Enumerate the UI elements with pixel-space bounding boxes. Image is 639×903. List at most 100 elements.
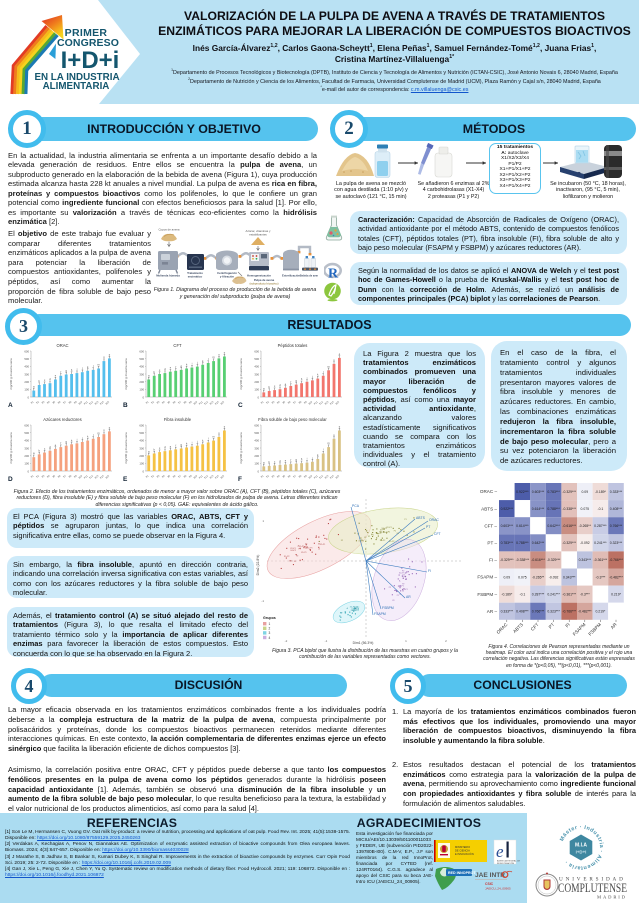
svg-text:-0.361***: -0.361*** — [594, 558, 608, 562]
svg-text:A: A — [405, 575, 407, 578]
svg-text:Pulpa de avena: Pulpa de avena — [254, 278, 275, 282]
svg-text:E INNOVACIÓN: E INNOVACIÓN — [455, 851, 474, 856]
svg-text:0.922***: 0.922*** — [501, 507, 514, 511]
svg-text:400: 400 — [139, 439, 144, 443]
svg-text:400: 400 — [254, 365, 259, 369]
svg-text:500: 500 — [139, 431, 144, 435]
svg-text:X3: X3 — [392, 600, 394, 602]
svg-text:FI –: FI – — [489, 558, 497, 563]
svg-text:-0.3***: -0.3*** — [595, 575, 605, 579]
svg-text:mg/100 g muestra seca: mg/100 g muestra seca — [9, 358, 13, 390]
svg-text:100: 100 — [254, 388, 259, 392]
svg-text:X11: X11 — [313, 474, 319, 480]
svg-text:b: b — [154, 371, 156, 374]
svg-text:0.333***: 0.333*** — [610, 490, 623, 494]
svg-text:Bebida de avena: Bebida de avena — [300, 274, 318, 278]
svg-text:X3: X3 — [397, 533, 399, 535]
svg-text:A: A — [371, 533, 373, 536]
svg-text:l: l — [93, 434, 94, 437]
svg-text:y filtración: y filtración — [220, 274, 234, 278]
svg-text:P2: P2 — [402, 584, 404, 586]
svg-text:X3: X3 — [364, 537, 366, 539]
svg-text:300: 300 — [254, 372, 259, 376]
svg-text:A: A — [355, 607, 357, 610]
svg-text:P2: P2 — [389, 587, 391, 589]
svg-text:X15: X15 — [220, 400, 226, 406]
svg-text:X10: X10 — [78, 400, 84, 406]
svg-text:-0.092: -0.092 — [580, 541, 590, 545]
svg-text:P2: P2 — [299, 548, 301, 550]
svg-text:X1+P2: X1+P2 — [284, 556, 289, 558]
svg-text:j: j — [196, 362, 198, 365]
svg-text:j: j — [311, 457, 313, 460]
svg-text:i: i — [192, 442, 193, 445]
svg-text:0.09: 0.09 — [503, 575, 510, 579]
svg-text:200: 200 — [139, 454, 144, 458]
svg-text:enzimático: enzimático — [188, 274, 203, 278]
svg-text:mg/100 g muestra seca: mg/100 g muestra seca — [124, 432, 128, 464]
svg-text:P1: P1 — [403, 589, 405, 591]
svg-text:c: c — [274, 385, 276, 388]
svg-text:P2: P2 — [388, 532, 390, 534]
svg-text:P2: P2 — [379, 531, 381, 533]
svg-text:n: n — [218, 432, 220, 435]
svg-text:X3: X3 — [402, 574, 404, 576]
svg-text:RED INNOPROT: RED INNOPROT — [448, 871, 476, 875]
svg-text:PRIMER: PRIMER — [65, 27, 108, 39]
svg-text:X2: X2 — [36, 474, 41, 479]
svg-text:0.287***: 0.287*** — [532, 593, 545, 597]
svg-text:X11: X11 — [313, 400, 319, 406]
svg-text:X15: X15 — [335, 474, 341, 480]
svg-text:b: b — [39, 449, 41, 452]
svg-text:mg/100 g muestra seca: mg/100 g muestra seca — [9, 432, 13, 464]
svg-text:200: 200 — [24, 380, 29, 384]
svg-text:P1: P1 — [404, 519, 406, 521]
svg-text:X3: X3 — [398, 586, 400, 588]
svg-text:X1: X1 — [145, 400, 150, 405]
svg-text:-0.766***: -0.766*** — [562, 610, 576, 614]
svg-text:4: 4 — [269, 636, 271, 640]
svg-text:n: n — [333, 434, 335, 437]
svg-text:0.766***: 0.766*** — [532, 610, 545, 614]
svg-text:-0.092: -0.092 — [549, 575, 559, 579]
svg-text:X10: X10 — [308, 474, 314, 480]
svg-text:0.642***: 0.642*** — [547, 524, 560, 528]
svg-text:-1: -1 — [325, 639, 328, 643]
svg-text:600: 600 — [254, 423, 259, 427]
svg-text:o: o — [224, 352, 226, 355]
svg-text:-0.482***: -0.482*** — [578, 610, 592, 614]
svg-text:c: c — [159, 447, 161, 450]
svg-text:X2: X2 — [266, 400, 271, 405]
svg-text:-0.329***: -0.329*** — [500, 558, 514, 562]
svg-text:X12: X12 — [204, 474, 210, 480]
svg-text:0.219*: 0.219* — [595, 610, 605, 614]
svg-text:e: e — [55, 444, 57, 447]
svg-text:JAEICU_24_00905: JAEICU_24_00905 — [485, 887, 511, 891]
svg-text:R: R — [328, 267, 339, 282]
svg-text:X3: X3 — [271, 474, 276, 479]
svg-text:COMPLUTENSE: COMPLUTENSE — [558, 881, 627, 895]
svg-text:g: g — [296, 380, 298, 383]
svg-text:a: a — [148, 450, 150, 453]
svg-text:X2: X2 — [294, 561, 296, 563]
svg-text:CFT –: CFT – — [484, 523, 497, 528]
svg-text:X3: X3 — [380, 530, 382, 532]
svg-text:500: 500 — [24, 431, 29, 435]
svg-text:0: 0 — [27, 395, 29, 399]
svg-text:-0.766***: -0.766*** — [609, 558, 623, 562]
svg-text:X4: X4 — [46, 474, 51, 479]
svg-text:ORAC: ORAC — [56, 343, 68, 348]
svg-text:X9: X9 — [188, 400, 193, 405]
svg-text:X3: X3 — [290, 561, 292, 563]
svg-text:B: B — [123, 402, 128, 409]
svg-text:j: j — [81, 437, 83, 440]
svg-text:X2+P1: X2+P1 — [399, 573, 404, 575]
svg-text:d: d — [49, 378, 51, 381]
svg-text:X2: X2 — [368, 536, 370, 538]
svg-text:X12: X12 — [89, 474, 95, 480]
svg-text:X8: X8 — [68, 400, 73, 405]
svg-text:600: 600 — [24, 423, 29, 427]
svg-text:X14: X14 — [214, 400, 220, 406]
svg-text:600: 600 — [254, 349, 259, 353]
svg-text:X14: X14 — [99, 400, 105, 406]
